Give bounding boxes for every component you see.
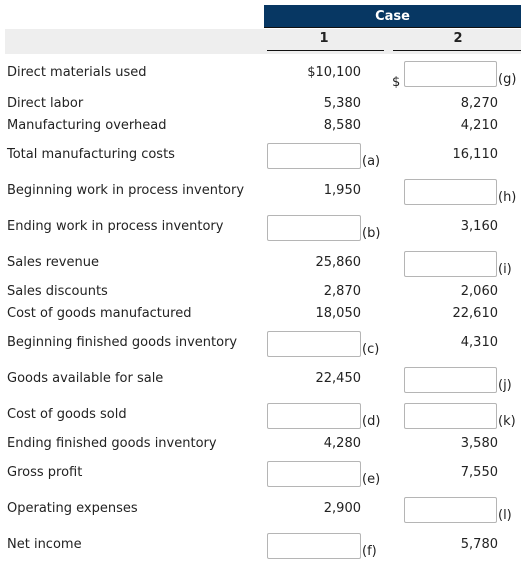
- case1-value-goods-available-for-sale: 22,450: [315, 371, 362, 386]
- case2-value-sales-discounts: 2,060: [460, 284, 498, 299]
- case2-value-net-income: 5,780: [460, 537, 498, 552]
- row-label-total-manufacturing-costs: Total manufacturing costs: [7, 147, 175, 162]
- row-label-cost-of-goods-manufactured: Cost of goods manufactured: [7, 306, 192, 321]
- column-header-band: [5, 29, 521, 54]
- case1-tag-cost-of-goods-sold: (d): [362, 414, 381, 429]
- case-header-underline: [264, 27, 521, 28]
- row-label-ending-finished-goods-inventory: Ending finished goods inventory: [7, 436, 217, 451]
- case1-tag-net-income: (f): [362, 544, 377, 559]
- case2-input-beginning-work-in-process-inventory[interactable]: [404, 179, 497, 205]
- case2-dollar-sign: $: [392, 75, 401, 90]
- case1-value-beginning-work-in-process-inventory: 1,950: [323, 183, 361, 198]
- case2-tag-direct-materials-used: (g): [498, 72, 517, 87]
- case2-tag-cost-of-goods-sold: (k): [498, 414, 516, 429]
- row-label-beginning-work-in-process-inventory: Beginning work in process inventory: [7, 183, 245, 198]
- case1-tag-total-manufacturing-costs: (a): [362, 154, 381, 169]
- case2-input-operating-expenses[interactable]: [404, 497, 497, 523]
- row-label-operating-expenses: Operating expenses: [7, 501, 138, 516]
- case2-tag-operating-expenses: (l): [498, 508, 512, 523]
- case1-tag-gross-profit: (e): [362, 472, 381, 487]
- case2-value-cost-of-goods-manufactured: 22,610: [452, 306, 499, 321]
- case1-input-beginning-finished-goods-inventory[interactable]: [267, 331, 361, 357]
- column-2-header: 2: [453, 31, 463, 46]
- row-label-direct-materials-used: Direct materials used: [7, 65, 147, 80]
- case2-value-beginning-finished-goods-inventory: 4,310: [460, 335, 498, 350]
- case1-value-direct-materials-used: $10,100: [307, 65, 361, 80]
- case1-value-operating-expenses: 2,900: [323, 501, 361, 516]
- case1-input-gross-profit[interactable]: [267, 461, 361, 487]
- case2-input-sales-revenue[interactable]: [404, 251, 497, 277]
- case2-value-total-manufacturing-costs: 16,110: [452, 147, 499, 162]
- case1-input-net-income[interactable]: [267, 533, 361, 559]
- case1-value-ending-finished-goods-inventory: 4,280: [323, 436, 361, 451]
- case2-value-ending-finished-goods-inventory: 3,580: [460, 436, 498, 451]
- case2-input-cost-of-goods-sold[interactable]: [404, 403, 497, 429]
- case1-value-cost-of-goods-manufactured: 18,050: [315, 306, 362, 321]
- case1-input-cost-of-goods-sold[interactable]: [267, 403, 361, 429]
- row-label-cost-of-goods-sold: Cost of goods sold: [7, 407, 127, 422]
- row-label-sales-revenue: Sales revenue: [7, 255, 99, 270]
- case1-tag-ending-work-in-process-inventory: (b): [362, 226, 381, 241]
- row-label-beginning-finished-goods-inventory: Beginning finished goods inventory: [7, 335, 238, 350]
- case1-input-ending-work-in-process-inventory[interactable]: [267, 215, 361, 241]
- case2-tag-beginning-work-in-process-inventory: (h): [498, 190, 517, 205]
- row-label-sales-discounts: Sales discounts: [7, 284, 108, 299]
- case2-value-ending-work-in-process-inventory: 3,160: [460, 219, 498, 234]
- row-label-goods-available-for-sale: Goods available for sale: [7, 371, 164, 386]
- case1-tag-beginning-finished-goods-inventory: (c): [362, 342, 380, 357]
- column-1-header: 1: [319, 31, 329, 46]
- row-label-direct-labor: Direct labor: [7, 96, 84, 111]
- row-label-gross-profit: Gross profit: [7, 465, 83, 480]
- case1-input-total-manufacturing-costs[interactable]: [267, 143, 361, 169]
- row-label-manufacturing-overhead: Manufacturing overhead: [7, 118, 167, 133]
- case2-input-goods-available-for-sale[interactable]: [404, 367, 497, 393]
- case1-value-direct-labor: 5,380: [323, 96, 361, 111]
- case2-value-direct-labor: 8,270: [460, 96, 498, 111]
- column-2-underline: [393, 50, 521, 51]
- case2-input-direct-materials-used[interactable]: [404, 61, 497, 87]
- case2-value-gross-profit: 7,550: [460, 465, 498, 480]
- case2-tag-sales-revenue: (i): [498, 262, 512, 277]
- case2-value-manufacturing-overhead: 4,210: [460, 118, 498, 133]
- column-1-underline: [267, 50, 384, 51]
- row-label-ending-work-in-process-inventory: Ending work in process inventory: [7, 219, 224, 234]
- case1-value-sales-discounts: 2,870: [323, 284, 361, 299]
- case-header: Case: [264, 5, 521, 28]
- row-label-net-income: Net income: [7, 537, 82, 552]
- case1-value-manufacturing-overhead: 8,580: [323, 118, 361, 133]
- case2-tag-goods-available-for-sale: (j): [498, 378, 512, 393]
- case1-value-sales-revenue: 25,860: [315, 255, 362, 270]
